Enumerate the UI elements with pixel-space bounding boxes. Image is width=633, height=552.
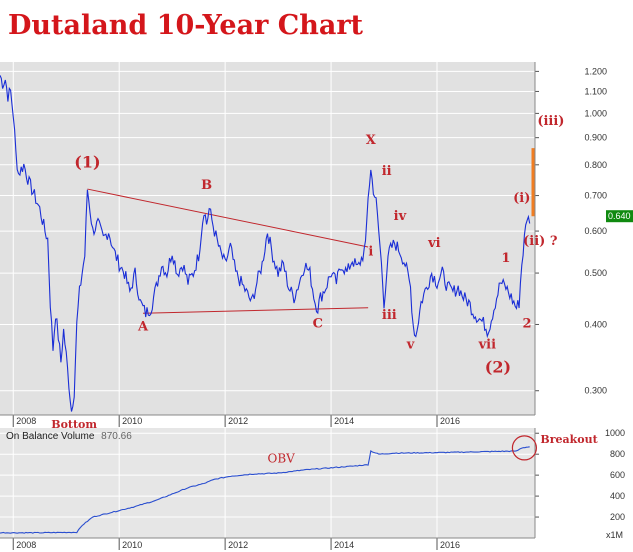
- wave-label: vii: [478, 338, 496, 353]
- x-tick-label: 2014: [334, 416, 354, 426]
- x-tick-label: 2012: [228, 416, 248, 426]
- wave-label: (ii) ?: [523, 234, 558, 249]
- obv-x-tick-label: 2010: [122, 540, 142, 550]
- wave-label: (i): [513, 191, 530, 206]
- wave-label: (iii): [537, 114, 564, 129]
- x-tick-label: 2008: [16, 416, 36, 426]
- last-price-badge: 0.640: [606, 210, 633, 223]
- price-y-ticks: 1.200 1.100 1.000 0.900 0.800 0.700 0.600 0.500…: [534, 62, 607, 415]
- wave-label: iv: [394, 209, 407, 224]
- obv-panel-title-text: On Balance Volume: [6, 431, 95, 442]
- y-tick-label: 1.000: [584, 108, 607, 118]
- obv-panel-title: On Balance Volume 870.66: [6, 431, 132, 442]
- wave-label: (2): [485, 357, 511, 376]
- price-grid: [0, 62, 535, 415]
- obv-y-tick-label: 400: [610, 491, 625, 501]
- price-panel-bg: [0, 62, 535, 415]
- wave-label: (1): [74, 153, 100, 172]
- price-line: [0, 75, 531, 412]
- obv-series-label: OBV: [268, 452, 296, 466]
- price-x-ticks: 2008 2010 2012 2014 2016: [0, 414, 535, 427]
- y-tick-label: 0.800: [584, 160, 607, 170]
- obv-y-tick-label: 200: [610, 512, 625, 522]
- x-tick-label: 2010: [122, 416, 142, 426]
- obv-line: [0, 446, 530, 534]
- y-tick-label: 0.600: [584, 226, 607, 236]
- obv-y-tick-label: 800: [610, 449, 625, 459]
- obv-x-ticks: 2008 2010 2012 2014 2016: [0, 537, 535, 550]
- y-tick-label: 1.200: [584, 66, 607, 76]
- y-tick-label: 0.400: [584, 319, 607, 329]
- chart-title: Dutaland 10-Year Chart: [8, 10, 364, 41]
- trend-lines: [87, 188, 369, 314]
- obv-panel-value: 870.66: [101, 431, 132, 442]
- trend-line: [87, 188, 369, 248]
- y-tick-label: 1.100: [584, 86, 607, 96]
- obv-x-tick-label: 2008: [16, 540, 36, 550]
- obv-unit-label: x1M: [606, 530, 623, 540]
- wave-label: iii: [382, 308, 397, 323]
- last-price-badge-text: 0.640: [608, 211, 631, 221]
- wave-label: C: [313, 316, 323, 331]
- wave-label: v: [406, 338, 415, 353]
- breakout-label: Breakout: [540, 433, 598, 446]
- wave-label: vi: [427, 236, 441, 251]
- breakout-circle: [511, 435, 538, 461]
- obv-x-tick-label: 2014: [334, 540, 354, 550]
- obv-y-tick-label: 600: [610, 470, 625, 480]
- obv-x-tick-label: 2012: [228, 540, 248, 550]
- wave-label: Bottom: [51, 418, 97, 431]
- wave-label: 1: [501, 251, 510, 266]
- y-tick-label: 0.300: [584, 386, 607, 396]
- y-tick-label: 0.700: [584, 191, 607, 201]
- wave-label: X: [366, 133, 377, 148]
- wave-label: i: [368, 244, 373, 259]
- y-tick-label: 0.900: [584, 133, 607, 143]
- obv-y-ticks: 1000 800 600 400 200: [534, 428, 625, 538]
- wave-label: ii: [382, 164, 392, 179]
- trend-line: [143, 307, 369, 314]
- wave-label: B: [201, 178, 212, 193]
- obv-panel-bg: [0, 428, 535, 538]
- x-tick-label: 2016: [440, 416, 460, 426]
- y-tick-label: 0.500: [584, 268, 607, 278]
- obv-x-tick-label: 2016: [440, 540, 460, 550]
- wave-label: A: [137, 319, 149, 334]
- obv-grid: [0, 428, 535, 538]
- wave-label: 2: [523, 316, 532, 331]
- obv-y-tick-label: 1000: [605, 428, 625, 438]
- last-price-badge-box: [606, 210, 633, 223]
